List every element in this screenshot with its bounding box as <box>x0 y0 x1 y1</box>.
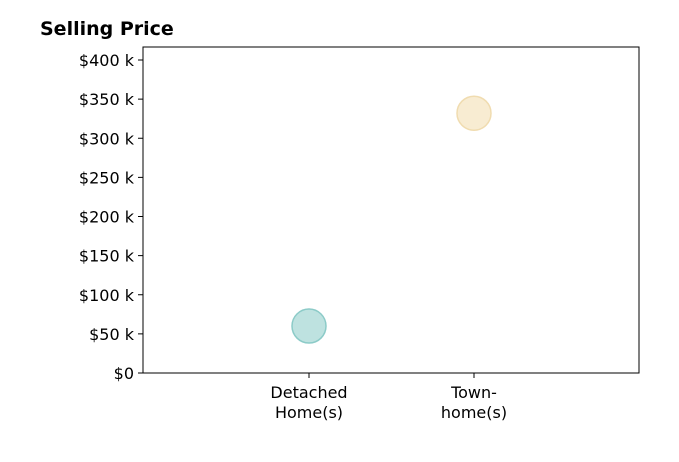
data-point <box>456 95 492 131</box>
x-axis: Detached Home(s) Town-home(s) <box>270 373 507 422</box>
y-tick-label: $200 k <box>79 208 135 227</box>
x-tick-label: Detached Home(s) <box>270 383 347 422</box>
x-tick-label-line: Home(s) <box>275 403 343 422</box>
data-point <box>291 308 327 344</box>
x-tick-label: Town-home(s) <box>441 383 507 422</box>
y-axis: $0 $50 k $100 k $150 k $200 k $250 k $300 k $35… <box>79 51 143 383</box>
x-tick-label-line: home(s) <box>441 403 507 422</box>
y-tick-label: $50 k <box>89 325 135 344</box>
y-tick-label: $250 k <box>79 168 135 187</box>
chart-title: Selling Price <box>40 18 174 40</box>
data-points <box>291 95 492 344</box>
y-tick-label: $350 k <box>79 90 135 109</box>
y-tick-label: $100 k <box>79 286 135 305</box>
y-tick-label: $400 k <box>79 51 135 70</box>
y-tick-label: $150 k <box>79 247 135 266</box>
x-tick-label-line: Detached <box>270 383 347 402</box>
plot-area-frame <box>142 46 640 374</box>
x-tick-label-line: Town- <box>450 383 497 402</box>
y-tick-label: $300 k <box>79 129 135 148</box>
y-tick-label: $0 <box>114 364 134 383</box>
